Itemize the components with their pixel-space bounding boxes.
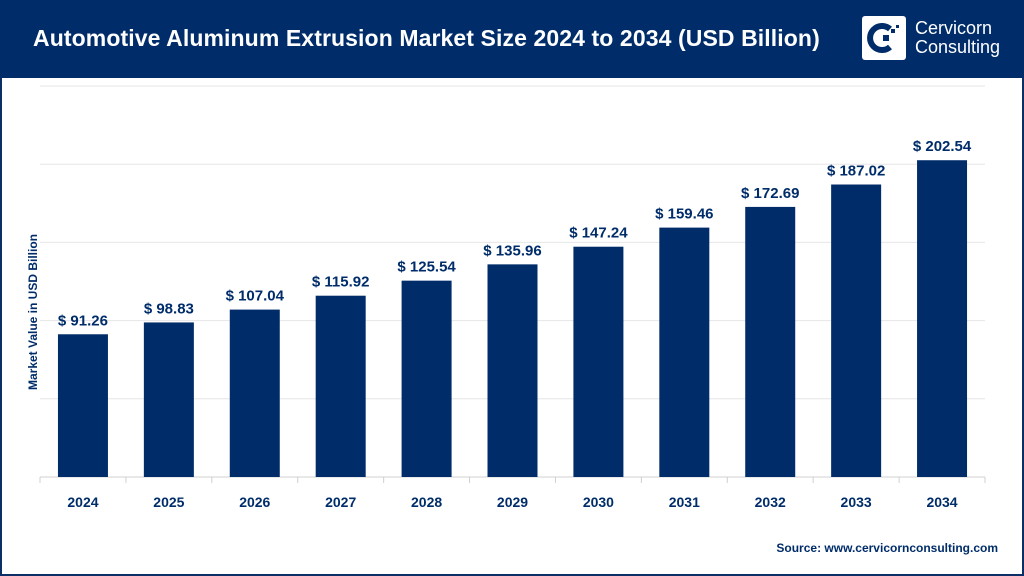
bar-2033 xyxy=(831,184,882,477)
data-label: $ 135.96 xyxy=(483,242,541,259)
x-tick-label: 2033 xyxy=(841,494,872,510)
data-label: $ 125.54 xyxy=(397,259,456,276)
data-label: $ 147.24 xyxy=(569,225,628,242)
logo-icon xyxy=(862,16,906,60)
bar-2034 xyxy=(917,160,968,477)
bar-2026 xyxy=(229,309,280,477)
chart-title: Automotive Aluminum Extrusion Market Siz… xyxy=(33,25,820,51)
bar-2027 xyxy=(315,295,366,477)
data-label: $ 172.69 xyxy=(741,185,799,202)
source-text: Source: www.cervicornconsulting.com xyxy=(776,541,998,555)
x-tick-label: 2024 xyxy=(67,494,98,510)
data-label: $ 115.92 xyxy=(312,274,370,291)
data-label: $ 187.02 xyxy=(827,163,885,180)
bar-2032 xyxy=(745,206,796,477)
x-tick-label: 2030 xyxy=(583,494,614,510)
data-label: $ 98.83 xyxy=(144,300,194,317)
bar-2029 xyxy=(487,264,538,477)
y-axis-label: Market Value in USD Billion xyxy=(26,233,40,391)
logo-text-line1: Cervicorn xyxy=(915,18,993,38)
bar-2028 xyxy=(401,280,452,477)
x-tick-label: 2028 xyxy=(411,494,442,510)
x-tick-label: 2026 xyxy=(239,494,270,510)
x-tick-label: 2032 xyxy=(755,494,786,510)
bar-2024 xyxy=(57,334,108,477)
header-bar: Automotive Aluminum Extrusion Market Siz… xyxy=(0,0,1024,78)
data-label: $ 91.26 xyxy=(58,312,108,329)
bar-2031 xyxy=(659,227,710,477)
logo-text-line2: Consulting xyxy=(915,37,1001,57)
x-tick-label: 2034 xyxy=(926,494,957,510)
data-label: $ 159.46 xyxy=(655,206,713,223)
bar-2030 xyxy=(573,246,624,477)
bar-2025 xyxy=(143,322,194,477)
data-label: $ 107.04 xyxy=(226,288,285,305)
x-tick-label: 2027 xyxy=(325,494,356,510)
data-label: $ 202.54 xyxy=(913,138,972,155)
x-tick-label: 2031 xyxy=(669,494,700,510)
x-tick-label: 2025 xyxy=(153,494,184,510)
x-tick-label: 2029 xyxy=(497,494,528,510)
company-logo: Cervicorn Consulting xyxy=(862,16,1000,60)
